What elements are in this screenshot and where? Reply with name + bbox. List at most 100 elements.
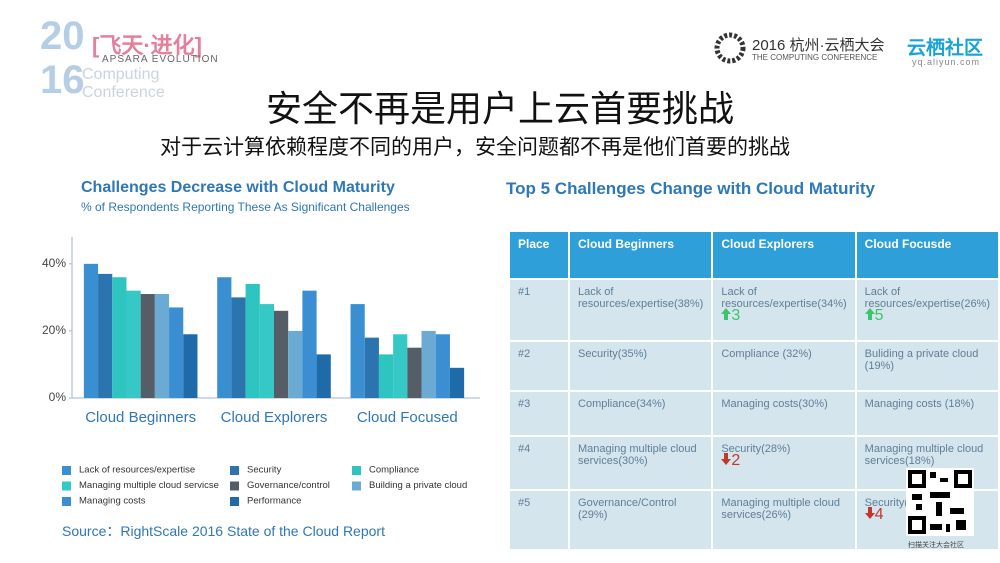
header-row: Place Cloud Beginners Cloud Explorers Cloud… <box>507 230 1000 280</box>
bar <box>449 367 465 398</box>
table-cell: Managing costs (18%) <box>854 390 1000 437</box>
bar <box>245 283 260 398</box>
logo-sub: Conference <box>82 84 165 101</box>
change-arrow <box>721 453 732 465</box>
table-cell: Managing multiple cloud services(30%) <box>568 435 714 491</box>
cell-text: Security(35%) <box>578 348 648 360</box>
table-cell: Buliding a private cloud (19%) <box>854 340 1000 392</box>
legend-label: Managing multiple cloud servicse <box>79 480 219 491</box>
legend-swatch <box>230 497 239 506</box>
table-cell: Security(35%) <box>568 340 714 392</box>
change-arrow <box>864 308 875 320</box>
table-cell: Security(28%) 2 <box>711 435 857 491</box>
header-cell: Place <box>507 230 571 280</box>
cell-text: #1 <box>518 286 531 298</box>
logo-cn: [飞天·进化] <box>92 33 202 58</box>
qr-caption: 扫描关注大会社区 <box>908 542 964 549</box>
legend-label: Building a private cloud <box>369 480 467 491</box>
cell-text: Lack of resources/expertise(38%) <box>578 286 704 310</box>
cell-text: Lack of resources/expertise(34%) <box>721 286 847 310</box>
bar <box>288 330 303 398</box>
bar <box>421 330 436 398</box>
logo-year: 16 <box>40 58 85 102</box>
table-cell: Governance/Control (29%) <box>568 489 714 551</box>
legend-label: Lack of resources/expertise <box>79 465 195 476</box>
bar <box>274 310 289 398</box>
slide-title: 安全不再是用户上云首要挑战 <box>265 88 734 129</box>
cell-text: Managing multiple cloud services(26%) <box>721 497 840 521</box>
slide-subtitle: 对于云计算依赖程度不同的用户，安全问题都不再是他们首要的挑战 <box>160 136 790 159</box>
table-cell: #5 <box>507 489 571 551</box>
y-tick-label: 40% <box>42 256 66 270</box>
cell-text: Governance/Control (29%) <box>578 497 677 521</box>
qr-code <box>906 468 974 536</box>
change-indicator: 2 <box>721 452 846 469</box>
community-url: yq.aliyun.com <box>912 57 981 67</box>
header-cell: Cloud Focusde <box>854 230 1000 280</box>
change-value: 5 <box>874 307 884 324</box>
table-cell: #4 <box>507 435 571 491</box>
logo-year: 20 <box>40 14 85 58</box>
y-tick-label: 0% <box>49 390 67 404</box>
legend-label: Governance/control <box>247 480 330 491</box>
y-tick-label: 20% <box>42 323 66 337</box>
table-cell: Lack of resources/expertise(34%) 3 <box>711 278 857 342</box>
legend-swatch <box>62 481 71 491</box>
bar <box>126 290 141 398</box>
bar <box>217 277 232 398</box>
community: 云栖社区 <box>907 38 984 59</box>
change-indicator: 3 <box>721 307 846 324</box>
table-row: #1 Lack of resources/expertise(38%) Lack o… <box>507 278 1000 342</box>
cell-text: Lack of resources/expertise(26%) <box>864 286 991 310</box>
bar <box>407 347 422 398</box>
table-row: #4 Managing multiple cloud services(30%) S… <box>507 435 1000 491</box>
change-indicator: 5 <box>864 307 990 324</box>
header-cell: Cloud Explorers <box>711 230 857 280</box>
logo-en: APSARA EVOLUTION <box>102 54 219 65</box>
table-cell: #3 <box>507 390 571 437</box>
bar <box>231 297 246 398</box>
cell-text: Compliance (32%) <box>721 348 812 360</box>
legend-swatch <box>352 466 361 475</box>
table-cell: Managing costs(30%) <box>711 390 857 437</box>
legend-swatch <box>62 466 71 475</box>
bar <box>140 294 155 398</box>
table-row: #2 Security(35%) Compliance (32%) Buliding … <box>507 340 1000 392</box>
table-cell: #2 <box>507 340 571 392</box>
bar <box>112 277 127 398</box>
table-cell: Lack of resources/expertise(38%) <box>568 278 714 342</box>
legend-label: Managing costs <box>79 496 146 507</box>
cell-text: #2 <box>518 348 531 360</box>
conference-logo <box>714 32 746 64</box>
bar <box>98 273 113 398</box>
chart: 0% 20% 40% Cloud Beginners Cloud Explorers Cl… <box>42 237 480 507</box>
change-value: 2 <box>731 452 741 469</box>
legend-swatch <box>230 481 239 491</box>
bar <box>183 334 198 398</box>
bar <box>154 294 170 398</box>
change-value: 4 <box>874 506 884 523</box>
x-tick-label: Cloud Explorers <box>221 409 328 426</box>
chart-subtitle: % of Respondents Reporting These As Sign… <box>81 200 410 214</box>
table-cell: Lack of resources/expertise(26%) 5 <box>854 278 1000 342</box>
legend-label: Security <box>247 465 282 476</box>
cell-text: #4 <box>518 443 531 455</box>
x-tick-label: Cloud Focused <box>357 409 458 426</box>
table-cell: Managing multiple cloud services(26%) <box>711 489 857 551</box>
bar <box>83 263 99 398</box>
logo-sub: Computing <box>82 66 160 83</box>
legend-swatch <box>352 481 361 491</box>
legend-swatch <box>62 497 71 506</box>
table-row: #3 Compliance(34%) Managing costs(30%) Mana… <box>507 390 1000 437</box>
change-arrow <box>864 507 875 519</box>
bar <box>169 307 184 398</box>
table-cell: Compliance (32%) <box>711 340 857 392</box>
bar <box>435 334 450 398</box>
source: Source：RightScale 2016 State of the Clou… <box>62 523 385 539</box>
chart-title: Challenges Decrease with Cloud Maturity <box>81 179 395 196</box>
legend-swatch <box>230 466 239 475</box>
change-value: 3 <box>731 307 741 324</box>
table-cell: Compliance(34%) <box>568 390 714 437</box>
change-arrow <box>721 308 732 320</box>
